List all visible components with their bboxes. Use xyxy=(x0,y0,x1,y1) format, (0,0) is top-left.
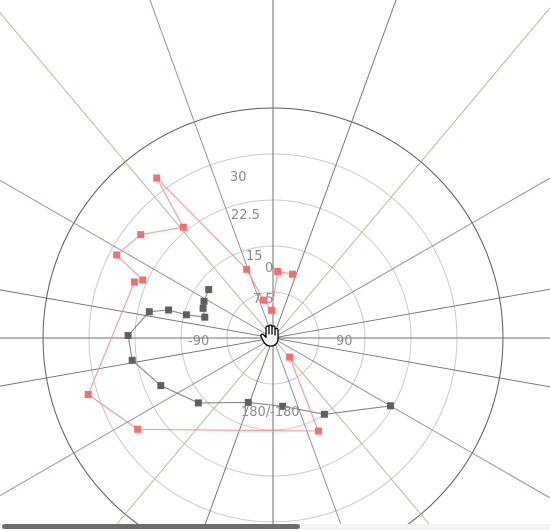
series-0-point-5 xyxy=(157,382,165,390)
radial-tick-label-0: 0 xyxy=(265,261,273,276)
series-1-point-10 xyxy=(243,265,251,273)
radial-tick-label-3: 22.5 xyxy=(231,208,260,223)
data-series xyxy=(84,174,394,435)
series-1-point-12 xyxy=(268,306,276,314)
series-0-point-2 xyxy=(279,402,287,410)
series-0-point-7 xyxy=(124,332,132,339)
series-0-point-8 xyxy=(145,308,153,316)
axis-labels: 0 7.5 15 22.5 30 -90 90 180/-180 xyxy=(188,170,353,420)
series-1-point-3 xyxy=(84,391,92,398)
series-1-point-1 xyxy=(314,427,322,435)
series-0-point-14 xyxy=(205,286,213,294)
series-1-point-8 xyxy=(179,223,187,231)
series-0-point-13 xyxy=(200,297,208,305)
horizontal-scrollbar[interactable] xyxy=(0,524,550,530)
scrollbar-thumb[interactable] xyxy=(2,524,300,529)
series-0-point-12 xyxy=(199,304,207,312)
series-1-point-0 xyxy=(286,353,294,361)
series-1-point-13 xyxy=(274,268,282,275)
angle-label-180: 180/-180 xyxy=(241,405,300,420)
series-0-point-0 xyxy=(387,402,394,410)
hand-cursor-icon xyxy=(260,324,279,347)
radial-tick-label-2: 15 xyxy=(246,249,263,264)
angle-label-minus-90: -90 xyxy=(188,334,209,349)
series-0-point-9 xyxy=(165,306,173,314)
series-0-point-1 xyxy=(320,410,328,418)
series-1-point-11 xyxy=(260,296,267,304)
series-1-point-5 xyxy=(139,276,147,284)
series-0-point-6 xyxy=(128,356,136,364)
series-0-point-11 xyxy=(201,313,209,321)
series-1-point-9 xyxy=(153,174,161,182)
series-1-point-2 xyxy=(134,425,142,433)
series-0-point-10 xyxy=(182,311,190,319)
series-1-point-7 xyxy=(137,231,145,239)
angle-label-90: 90 xyxy=(336,334,353,349)
series-0-point-3 xyxy=(244,398,252,406)
series-0-point-4 xyxy=(194,399,202,407)
series-1-point-14 xyxy=(289,270,296,278)
radial-tick-label-1: 7.5 xyxy=(253,292,274,307)
series-1-point-6 xyxy=(113,251,121,259)
series-1-point-4 xyxy=(130,278,138,286)
radial-tick-label-4: 30 xyxy=(230,170,247,185)
